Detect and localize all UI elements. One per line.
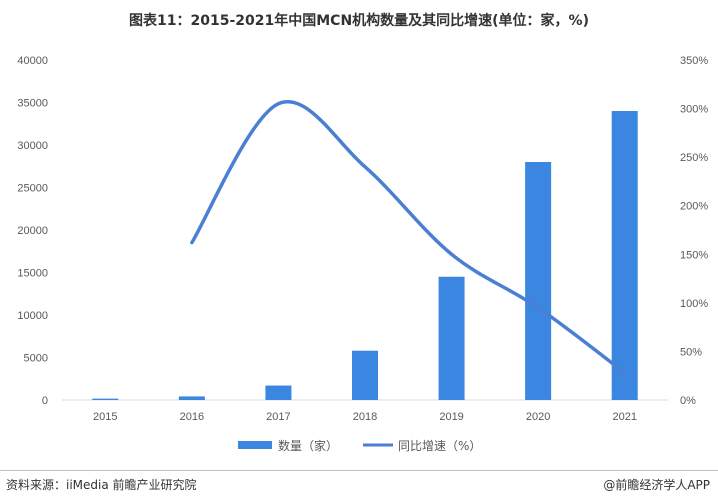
x-tick-label: 2020 — [526, 411, 550, 423]
legend-label-line: 同比增速（%） — [398, 439, 481, 453]
x-tick-label: 2019 — [439, 411, 463, 423]
growth-rate-line — [190, 100, 627, 375]
bar — [525, 162, 552, 400]
y-right-tick-label: 150% — [680, 249, 708, 261]
y-right-tick-label: 50% — [680, 346, 702, 358]
line-series — [190, 100, 627, 375]
bar — [92, 398, 119, 400]
x-tick-label: 2015 — [93, 411, 117, 423]
x-tick-label: 2016 — [180, 411, 204, 423]
y-left-tick-label: 20000 — [17, 225, 48, 237]
y-left-tick-label: 30000 — [17, 140, 48, 152]
bar-series — [92, 111, 638, 400]
legend: 数量（家） 同比增速（%） — [238, 438, 481, 453]
y-right-axis: 0% 50% 100% 150% 200% 250% 300% 350% — [680, 55, 708, 407]
y-right-tick-label: 250% — [680, 152, 708, 164]
y-left-tick-label: 25000 — [17, 183, 48, 195]
bar — [352, 350, 378, 400]
y-left-tick-label: 35000 — [17, 98, 48, 110]
y-left-axis: 0 5000 10000 15000 20000 25000 30000 35000 40000 — [17, 55, 48, 407]
legend-label-bar: 数量（家） — [278, 438, 338, 453]
y-left-tick-label: 10000 — [17, 310, 48, 322]
bar — [178, 396, 205, 400]
y-right-tick-label: 300% — [680, 104, 708, 116]
bar — [265, 385, 292, 400]
y-right-tick-label: 200% — [680, 201, 708, 213]
chart-title: 图表11：2015-2021年中国MCN机构数量及其同比增速(单位：家，%) — [129, 13, 589, 29]
brand-note: @前瞻经济学人APP — [603, 478, 710, 492]
bar — [611, 111, 638, 400]
y-right-tick-label: 0% — [680, 395, 696, 407]
x-tick-label: 2018 — [353, 411, 377, 423]
y-left-tick-label: 5000 — [24, 353, 48, 365]
legend-swatch-bar — [238, 441, 272, 449]
y-left-tick-label: 15000 — [17, 268, 48, 280]
y-left-tick-label: 0 — [42, 395, 48, 407]
x-axis: 2015 2016 2017 2018 2019 2020 2021 — [93, 411, 637, 423]
chart-canvas: 0 5000 10000 15000 20000 25000 30000 35000 40000… — [17, 55, 708, 453]
y-right-tick-label: 100% — [680, 298, 708, 310]
x-tick-label: 2021 — [612, 411, 636, 423]
footer-divider — [0, 470, 718, 471]
y-left-tick-label: 40000 — [17, 55, 48, 67]
x-tick-label: 2017 — [266, 411, 290, 423]
source-note: 资料来源：iiMedia 前瞻产业研究院 — [6, 478, 197, 492]
y-right-tick-label: 350% — [680, 55, 708, 67]
bar — [438, 276, 465, 400]
